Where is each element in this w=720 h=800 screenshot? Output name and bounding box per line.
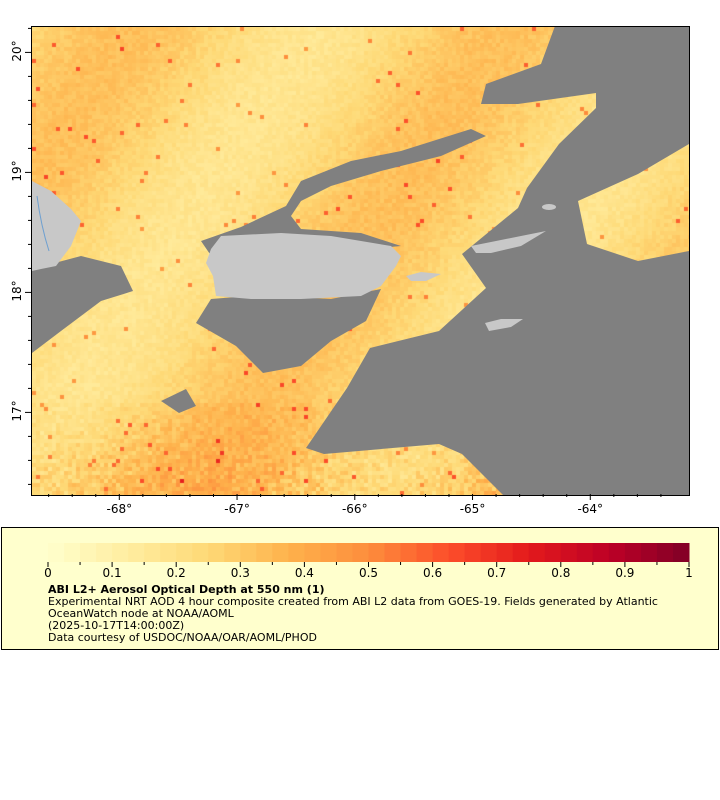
no-data-west bbox=[32, 256, 133, 353]
legend-panel: 0 0.1 0.2 0.3 0.4 0.5 0.6 0.7 0.8 0.9 1 ABI L2+ Ae… bbox=[1, 527, 719, 650]
colorbar-swatch bbox=[400, 543, 418, 562]
colorbar-swatch bbox=[640, 543, 658, 562]
legend-title: ABI L2+ Aerosol Optical Depth at 550 nm … bbox=[48, 583, 325, 596]
colorbar-tick-label: 0.7 bbox=[487, 566, 507, 580]
colorbar-swatch bbox=[352, 543, 369, 562]
lon-tick-label: -68° bbox=[106, 502, 133, 516]
map-overlay bbox=[32, 27, 689, 495]
colorbar-swatch bbox=[256, 543, 273, 562]
colorbar-tick-label: 0 bbox=[44, 566, 52, 580]
no-data-mona bbox=[161, 389, 196, 413]
colorbar-tick-label: 0.9 bbox=[615, 566, 635, 580]
colorbar bbox=[47, 543, 690, 567]
colorbar-swatch bbox=[160, 543, 177, 562]
colorbar-tick-label: 0.8 bbox=[551, 566, 571, 580]
virgin-islands-land bbox=[471, 231, 546, 253]
lon-tick-label: -67° bbox=[224, 502, 250, 516]
colorbar-swatch bbox=[560, 543, 578, 562]
no-data-areas bbox=[32, 27, 689, 495]
colorbar-swatch bbox=[240, 543, 257, 562]
colorbar-swatch bbox=[176, 543, 193, 562]
legend-description-cont: OceanWatch node at NOAA/AOML bbox=[48, 607, 234, 620]
colorbar-swatch bbox=[80, 543, 97, 562]
colorbar-swatch bbox=[336, 543, 353, 562]
legend-credit: Data courtesy of USDOC/NOAA/OAR/AOML/PHO… bbox=[48, 631, 317, 644]
colorbar-tick-label: 0.5 bbox=[358, 566, 379, 580]
colorbar-swatch bbox=[320, 543, 337, 562]
colorbar-swatch bbox=[480, 543, 498, 562]
lat-tick-label: 17° bbox=[10, 400, 24, 423]
colorbar-swatch bbox=[192, 543, 209, 562]
colorbar-swatch bbox=[304, 543, 321, 562]
colorbar-swatch bbox=[384, 543, 402, 562]
lon-tick-label: -65° bbox=[459, 502, 486, 516]
colorbar-swatch bbox=[144, 543, 161, 562]
colorbar-swatch bbox=[48, 543, 65, 562]
colorbar-swatch bbox=[512, 543, 530, 562]
colorbar-swatch bbox=[64, 543, 81, 562]
colorbar-swatch bbox=[592, 543, 610, 562]
no-data-south-pr bbox=[196, 289, 381, 373]
lat-tick-label: 20° bbox=[10, 40, 24, 63]
no-data-east bbox=[306, 27, 689, 495]
colorbar-swatch bbox=[496, 543, 514, 562]
map-axes bbox=[25, 27, 662, 500]
colorbar-swatch bbox=[432, 543, 450, 562]
no-data-north-channel bbox=[201, 129, 486, 263]
colorbar-swatch bbox=[224, 543, 241, 562]
colorbar-swatch bbox=[112, 543, 129, 562]
lon-tick-label: -66° bbox=[341, 502, 368, 516]
colorbar-swatch bbox=[576, 543, 594, 562]
colorbar-swatch bbox=[656, 543, 674, 562]
colorbar-swatch bbox=[128, 543, 145, 562]
aod-map[interactable] bbox=[31, 26, 690, 496]
colorbar-swatch bbox=[544, 543, 562, 562]
colorbar-tick-label: 0.2 bbox=[166, 566, 186, 580]
legend-time: (2025-10-17T14:00:00Z) bbox=[48, 619, 185, 632]
colorbar-swatch bbox=[464, 543, 482, 562]
colorbar-swatch bbox=[208, 543, 225, 562]
colorbar-tick-label: 1 bbox=[685, 566, 693, 580]
colorbar-swatch bbox=[528, 543, 546, 562]
lat-tick-label: 18° bbox=[10, 280, 24, 303]
vieques-land bbox=[406, 272, 441, 281]
hispaniola-land bbox=[32, 181, 81, 271]
legend-description: Experimental NRT AOD 4 hour composite cr… bbox=[48, 595, 658, 608]
land-areas bbox=[32, 181, 556, 331]
colorbar-swatch bbox=[288, 543, 305, 562]
colorbar-tick-label: 0.3 bbox=[230, 566, 250, 580]
st-croix-land bbox=[485, 319, 523, 331]
colorbar-swatch bbox=[672, 543, 690, 562]
anegada-land bbox=[542, 204, 556, 210]
lon-tick-label: -64° bbox=[577, 502, 604, 516]
colorbar-tick-label: 0.1 bbox=[102, 566, 122, 580]
colorbar-swatch bbox=[416, 543, 434, 562]
colorbar-tick-label: 0.4 bbox=[294, 566, 314, 580]
river bbox=[36, 195, 50, 252]
colorbar-swatch bbox=[368, 543, 386, 562]
colorbar-swatch bbox=[272, 543, 289, 562]
colorbar-tick-label: 0.6 bbox=[423, 566, 443, 580]
lat-tick-label: 19° bbox=[10, 160, 24, 183]
colorbar-swatch bbox=[448, 543, 466, 562]
colorbar-swatch bbox=[96, 543, 113, 562]
colorbar-swatch bbox=[608, 543, 626, 562]
colorbar-swatch bbox=[624, 543, 642, 562]
puerto-rico-land bbox=[206, 233, 401, 299]
